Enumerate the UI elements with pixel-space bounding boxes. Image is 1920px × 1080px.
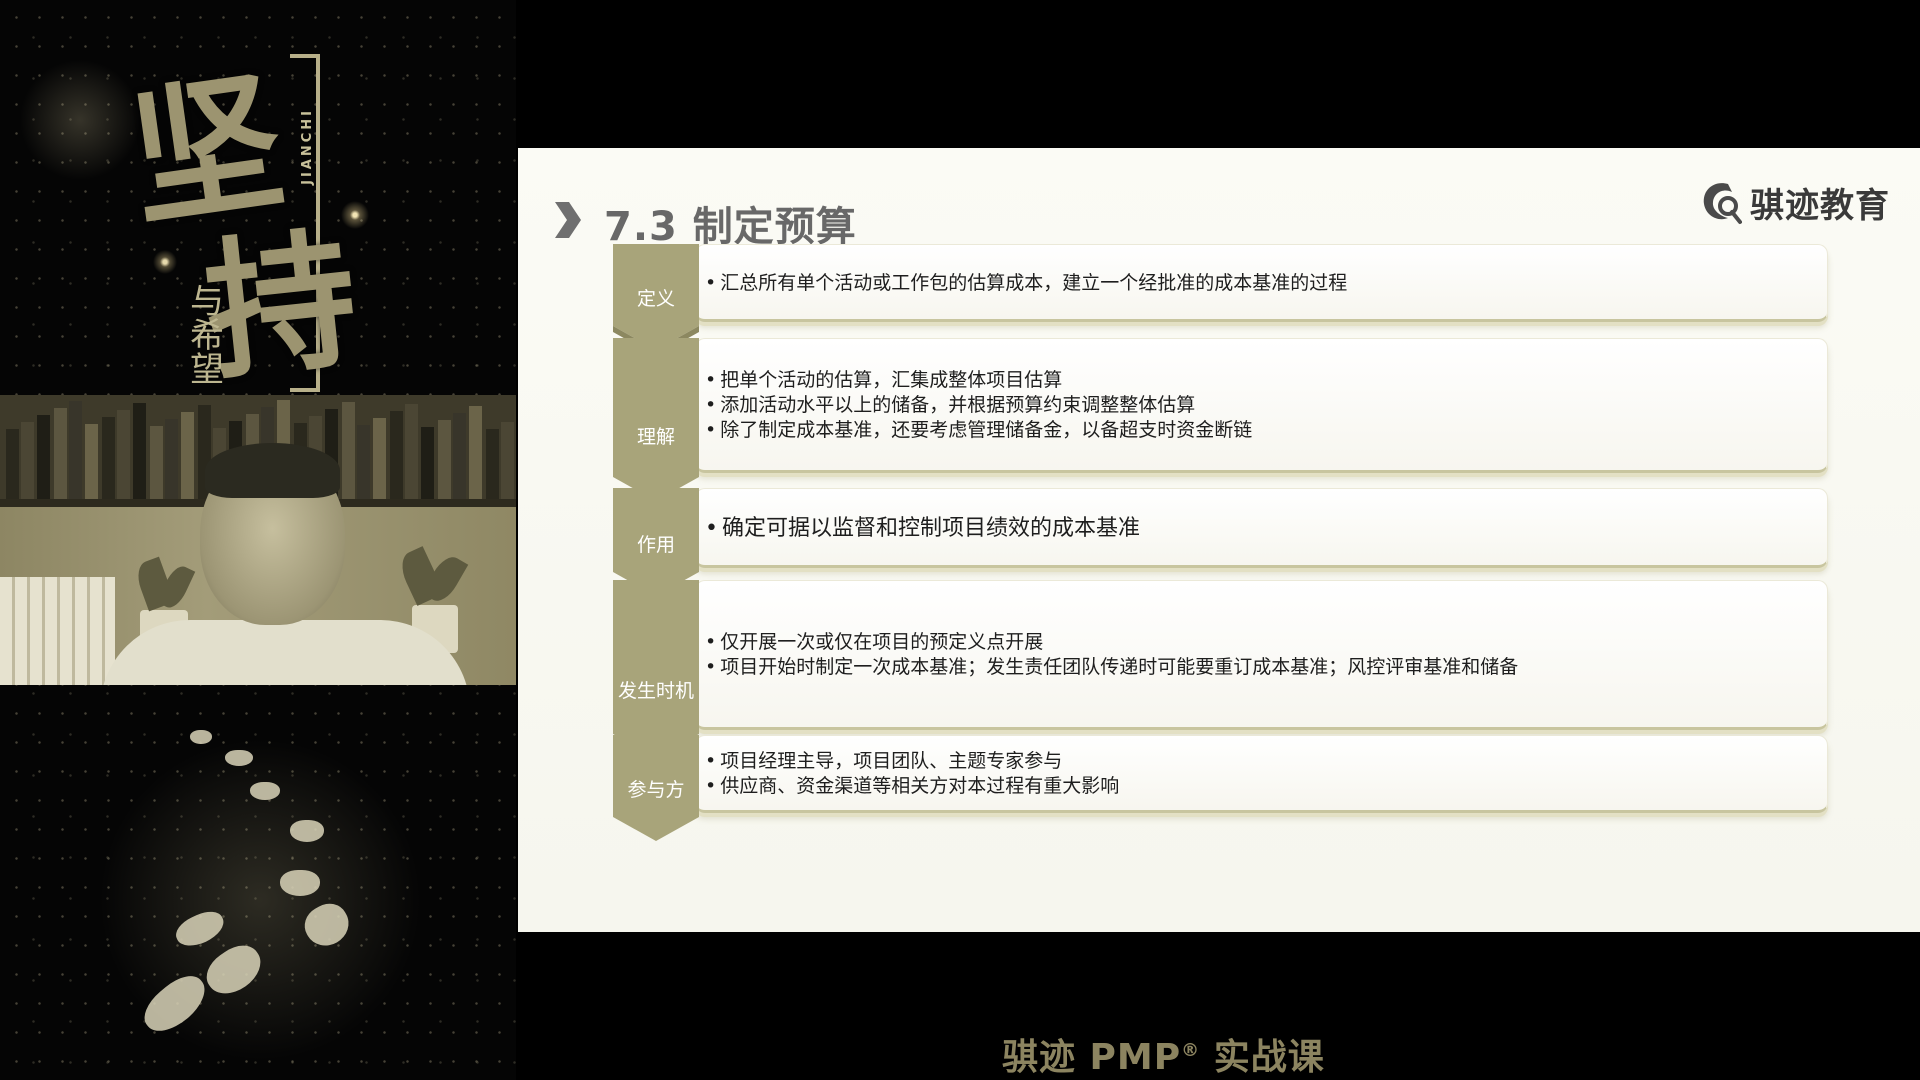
book-spine	[150, 426, 163, 499]
bullet-list: 汇总所有单个活动或工作包的估算成本，建立一个经批准的成本基准的过程	[705, 244, 1347, 322]
footprint	[198, 936, 270, 1004]
poster-panel: JIANCHI 坚 持 与希望	[0, 0, 516, 1080]
row-tab: 定义	[613, 244, 699, 350]
row-label: 作用	[636, 534, 675, 556]
row-tab: 参与方	[613, 735, 699, 841]
poster-subtitle: 与希望	[190, 282, 224, 390]
bullet-item: 项目开始时制定一次成本基准；发生责任团队传递时可能要重订成本基准；风控评审基准和…	[705, 655, 1518, 680]
caption-text: 骐迹 PMP	[1002, 1037, 1182, 1078]
row-understanding: 理解 把单个活动的估算，汇集成整体项目估算 添加活动水平以上的储备，并根据预算约…	[613, 338, 1828, 501]
row-definition: 定义 汇总所有单个活动或工作包的估算成本，建立一个经批准的成本基准的过程	[613, 244, 1828, 350]
footprint	[171, 905, 229, 953]
book-spine	[102, 417, 115, 499]
footprints-graphic	[130, 720, 380, 1042]
row-box	[695, 488, 1828, 568]
book-spine	[373, 418, 386, 499]
book-spine	[37, 415, 50, 499]
book-spine	[405, 404, 418, 499]
row-participants: 参与方 项目经理主导，项目团队、主题专家参与 供应商、资金渠道等相关方对本过程有…	[613, 735, 1828, 841]
chevron-right-icon	[555, 202, 581, 238]
bullet-item: 仅开展一次或仅在项目的预定义点开展	[705, 630, 1518, 655]
book-spine	[133, 403, 146, 499]
bullet-item: 把单个活动的估算，汇集成整体项目估算	[705, 368, 1252, 393]
row-label: 理解	[636, 426, 675, 448]
footprint	[190, 730, 212, 744]
footprint	[297, 896, 357, 954]
footprint	[280, 870, 320, 896]
book-spine	[342, 402, 355, 499]
book-spine	[421, 427, 434, 499]
book-spine	[486, 429, 499, 499]
brand-logo: 骐迹教育	[1698, 174, 1890, 230]
row-label: 发生时机	[617, 680, 694, 702]
book-spine	[54, 408, 67, 499]
book-spine	[85, 424, 98, 499]
tab-chevron-icon	[613, 488, 699, 596]
book-spine	[453, 413, 466, 499]
lower-books	[0, 577, 115, 685]
bullet-item: 供应商、资金渠道等相关方对本过程有重大影响	[705, 774, 1119, 799]
footprint	[250, 782, 280, 800]
bullet-item: 添加活动水平以上的储备，并根据预算约束调整整体估算	[705, 393, 1252, 418]
tab-chevron-icon	[613, 580, 699, 758]
bullet-list: 仅开展一次或仅在项目的预定义点开展 项目开始时制定一次成本基准；发生责任团队传递…	[705, 580, 1518, 730]
book-spine	[69, 401, 82, 499]
registered-mark: ®	[1181, 1040, 1201, 1061]
book-spine	[117, 410, 130, 499]
book-spine	[438, 420, 451, 499]
tab-chevron-icon	[613, 338, 699, 501]
row-purpose: 作用 确定可据以监督和控制项目绩效的成本基准	[613, 488, 1828, 596]
caption-suffix: 实战课	[1213, 1037, 1325, 1078]
poster-pinyin: JIANCHI	[300, 108, 315, 185]
footprint	[290, 820, 324, 842]
brand-name: 骐迹教育	[1750, 185, 1890, 226]
row-tab: 发生时机	[613, 580, 699, 758]
footprint	[225, 750, 253, 766]
book-spine	[181, 412, 194, 499]
bullet-list: 确定可据以监督和控制项目绩效的成本基准	[705, 488, 1140, 568]
row-label: 参与方	[627, 779, 685, 801]
book-spine	[469, 406, 482, 499]
bullet-list: 把单个活动的估算，汇集成整体项目估算 添加活动水平以上的储备，并根据预算约束调整…	[705, 338, 1252, 473]
tab-chevron-icon	[613, 735, 699, 841]
book-spine	[390, 411, 403, 499]
book-spine	[501, 422, 514, 499]
book-spine	[21, 422, 34, 499]
course-caption: 骐迹 PMP® 实战课	[1002, 1028, 1325, 1080]
presenter-shirt	[100, 620, 470, 685]
title-bracket	[290, 54, 320, 392]
slide: 7.3 制定预算 骐迹教育 定义 汇总所有单个活动或工作包的估算成本，建立一个经…	[518, 148, 1920, 932]
bullet-item: 项目经理主导，项目团队、主题专家参与	[705, 749, 1119, 774]
footprint	[135, 966, 215, 1042]
row-tab: 作用	[613, 488, 699, 596]
webcam-feed	[0, 395, 516, 685]
bullet-item: 确定可据以监督和控制项目绩效的成本基准	[705, 516, 1140, 541]
row-timing: 发生时机 仅开展一次或仅在项目的预定义点开展 项目开始时制定一次成本基准；发生责…	[613, 580, 1828, 758]
bullet-item: 除了制定成本基准，还要考虑管理储备金，以备超支时资金断链	[705, 418, 1252, 443]
row-tab: 理解	[613, 338, 699, 501]
bullet-list: 项目经理主导，项目团队、主题专家参与 供应商、资金渠道等相关方对本过程有重大影响	[705, 735, 1119, 813]
book-spine	[357, 425, 370, 499]
row-label: 定义	[636, 288, 675, 310]
slide-title: 7.3 制定预算	[604, 204, 857, 250]
presenter-hair	[205, 443, 340, 498]
bullet-item: 汇总所有单个活动或工作包的估算成本，建立一个经批准的成本基准的过程	[705, 271, 1347, 296]
brand-logo-icon	[1703, 183, 1742, 224]
book-spine	[6, 429, 19, 499]
book-spine	[165, 419, 178, 499]
